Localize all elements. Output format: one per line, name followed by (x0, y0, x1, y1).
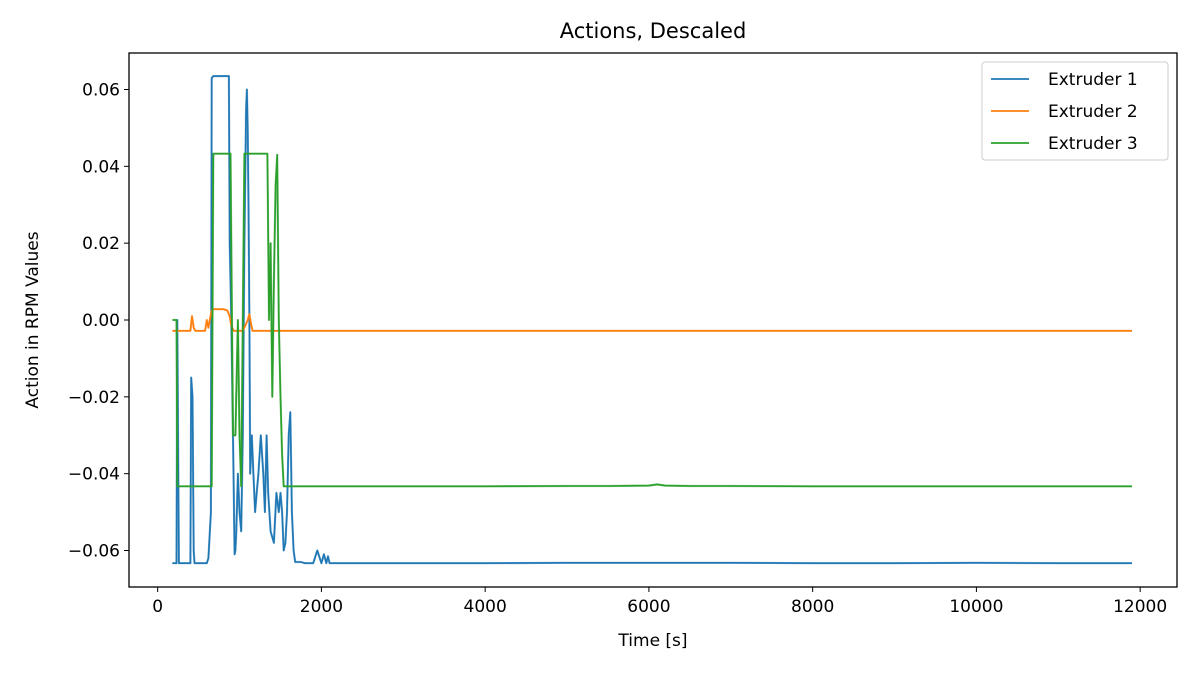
legend: Extruder 1 Extruder 2 Extruder 3 (981, 61, 1169, 161)
series-line-extruder-3 (172, 152, 1132, 488)
x-tick-label: 10000 (949, 597, 1003, 617)
series-line-extruder-1 (172, 75, 1132, 565)
y-tick-label: 0.02 (82, 234, 120, 254)
series-line-extruder-2 (172, 308, 1132, 332)
legend-label-extruder-1: Extruder 1 (1048, 70, 1138, 90)
y-axis: −0.06 −0.04 −0.02 0.00 0.02 0.04 0.06 (68, 80, 129, 562)
y-tick-label: −0.02 (68, 388, 120, 408)
x-tick-label: 2000 (300, 597, 343, 617)
y-tick-label: 0.06 (82, 80, 120, 100)
legend-box (981, 61, 1169, 161)
x-tick-label: 0 (152, 597, 163, 617)
series-layer (172, 74, 1132, 565)
x-tick-label: 8000 (791, 597, 834, 617)
x-tick-label: 12000 (1113, 597, 1167, 617)
x-axis: 0 2000 4000 6000 8000 10000 12000 (152, 587, 1167, 617)
legend-label-extruder-3: Extruder 3 (1048, 134, 1138, 154)
x-tick-label: 4000 (464, 597, 507, 617)
y-tick-label: 0.00 (82, 311, 120, 331)
legend-label-extruder-2: Extruder 2 (1048, 102, 1138, 122)
y-tick-label: 0.04 (82, 157, 120, 177)
chart-title: Actions, Descaled (560, 19, 747, 43)
x-tick-label: 6000 (627, 597, 670, 617)
y-tick-label: −0.06 (68, 542, 120, 562)
x-axis-label: Time [s] (617, 631, 687, 651)
y-tick-label: −0.04 (68, 465, 120, 485)
y-axis-label: Action in RPM Values (23, 231, 43, 408)
